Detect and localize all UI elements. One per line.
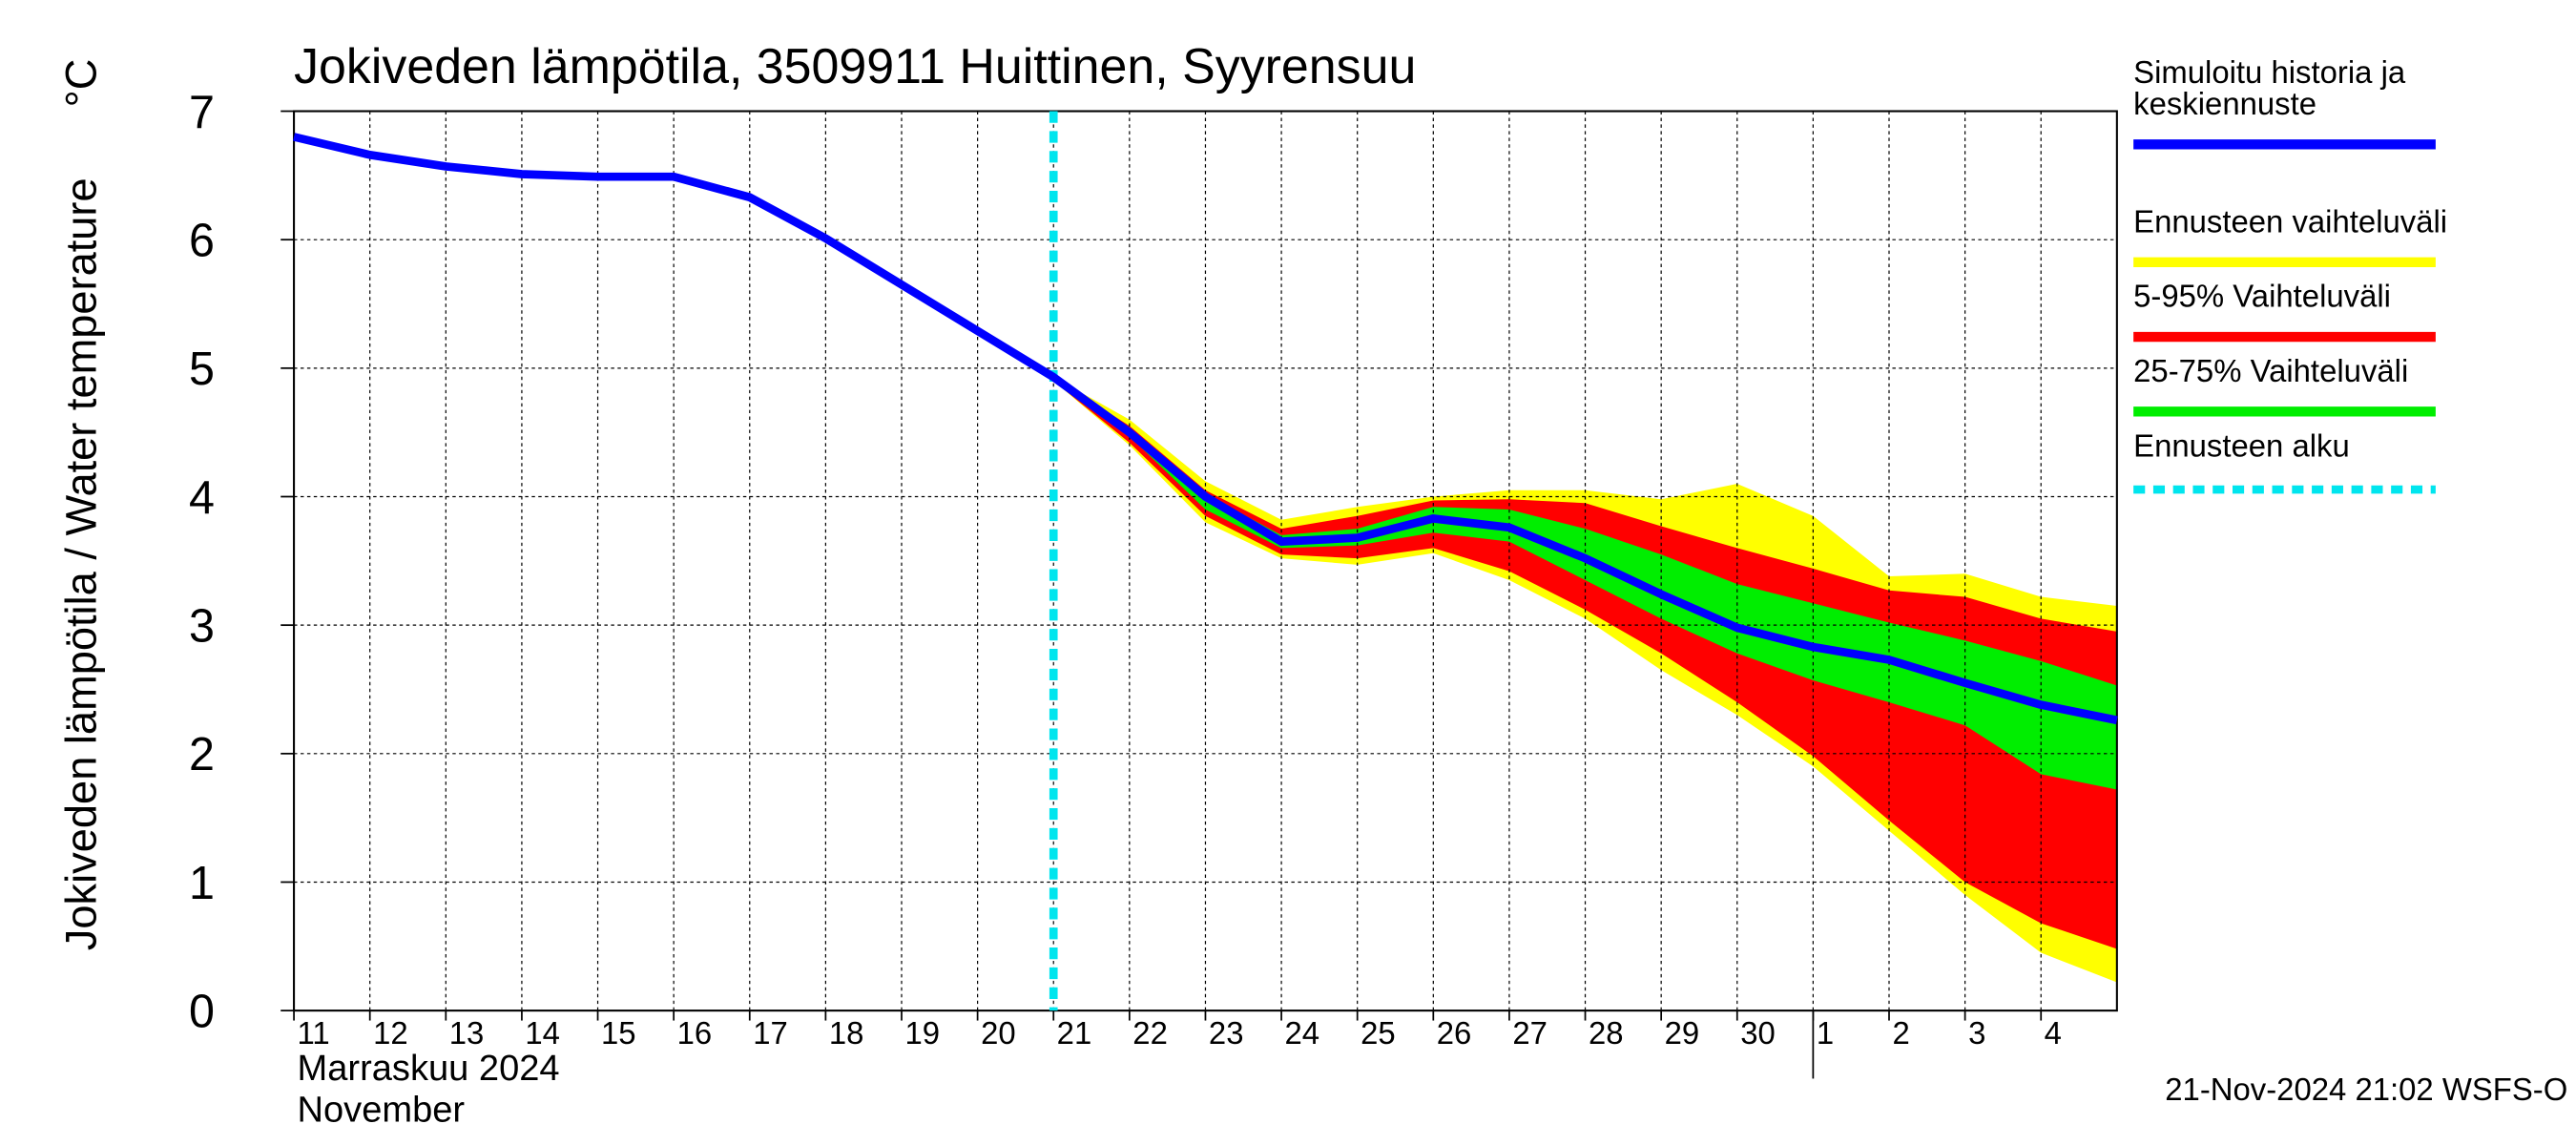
legend-label-line: keskiennuste [2133, 86, 2316, 121]
x-tick-label: 25 [1361, 1015, 1396, 1051]
x-tick-label: 12 [373, 1015, 408, 1051]
legend-label: Simuloitu historia ja keskiennuste [2133, 54, 2406, 121]
chart-title: Jokiveden lämpötila, 3509911 Huittinen, … [294, 39, 1416, 94]
x-tick-label: 29 [1665, 1015, 1700, 1051]
y-axis-unit: °C [56, 59, 105, 108]
x-axis-label: Marraskuu 2024 [298, 1048, 560, 1089]
x-tick-label: 22 [1132, 1015, 1168, 1051]
x-tick-label: 13 [449, 1015, 485, 1051]
x-tick-label: 24 [1285, 1015, 1320, 1051]
x-tick-label: 19 [904, 1015, 940, 1051]
y-tick-label: 6 [189, 215, 215, 266]
legend-label: Ennusteen alku [2133, 427, 2350, 463]
legend-label: 5-95% Vaihteluväli [2133, 279, 2391, 314]
x-tick-label: 21 [1057, 1015, 1092, 1051]
x-axis-label: November [298, 1090, 466, 1131]
y-tick-label: 1 [189, 858, 215, 909]
legend-label: 25-75% Vaihteluväli [2133, 353, 2408, 388]
y-tick-label: 3 [189, 600, 215, 652]
x-tick-label: 18 [829, 1015, 864, 1051]
y-tick-label: 0 [189, 986, 215, 1037]
legend-label-line: Simuloitu historia ja [2133, 54, 2406, 90]
y-tick-label: 7 [189, 87, 215, 138]
x-tick-label: 11 [298, 1015, 330, 1051]
x-tick-label: 15 [601, 1015, 636, 1051]
legend-label: Ennusteen vaihteluväli [2133, 203, 2447, 239]
x-tick-label: 4 [2045, 1015, 2062, 1051]
x-tick-label: 16 [677, 1015, 713, 1051]
timestamp: 21-Nov-2024 21:02 WSFS-O [2165, 1072, 2567, 1107]
x-tick-label: 14 [525, 1015, 560, 1051]
series-line [293, 133, 2118, 725]
x-tick-label: 27 [1512, 1015, 1548, 1051]
plot-frame [293, 110, 2118, 1012]
y-tick-label: 5 [189, 344, 215, 395]
x-tick-label: 3 [1968, 1015, 1985, 1051]
x-tick-label: 20 [981, 1015, 1016, 1051]
x-tick-label: 1 [1817, 1015, 1834, 1051]
x-tick-label: 2 [1892, 1015, 1909, 1051]
x-tick-label: 28 [1589, 1015, 1624, 1051]
x-tick-label: 23 [1209, 1015, 1244, 1051]
y-tick-label: 2 [189, 729, 215, 781]
x-tick-label: 26 [1437, 1015, 1472, 1051]
band-area [1053, 378, 2117, 790]
y-axis-label: Jokiveden lämpötila / Water temperature [56, 177, 105, 950]
x-tick-label: 17 [753, 1015, 788, 1051]
x-tick-label: 30 [1740, 1015, 1776, 1051]
y-tick-label: 4 [189, 472, 215, 524]
